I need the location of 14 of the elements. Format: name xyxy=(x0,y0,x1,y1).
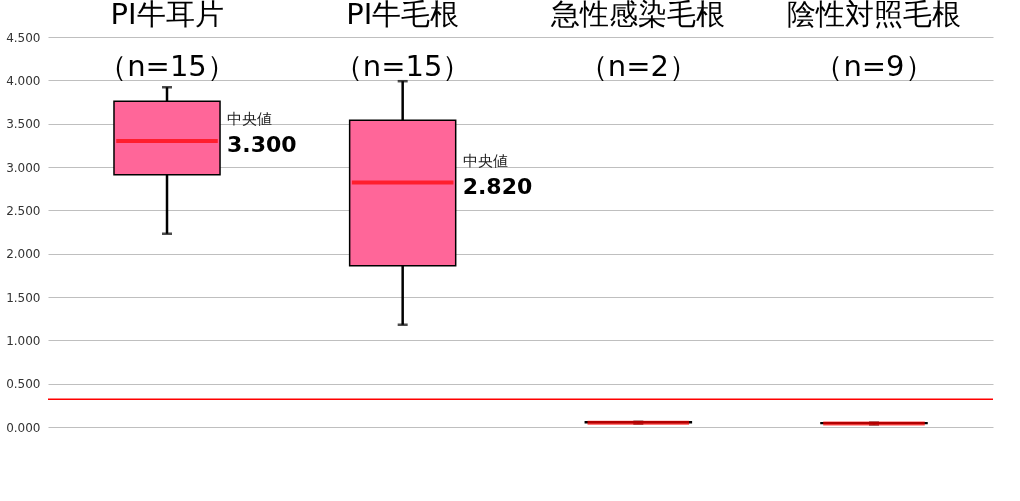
y-tick-label: 1.500 xyxy=(6,290,41,305)
y-tick-label: 0.000 xyxy=(6,420,41,435)
x-tick-label: PI牛毛根（n=15） xyxy=(333,0,472,83)
annotation: 中央値 2.820 xyxy=(462,151,533,199)
x-tick-label: PI牛耳片（n=15） xyxy=(98,0,236,83)
y-tick-label: 2.000 xyxy=(6,247,41,262)
y-tick-label: 0.500 xyxy=(6,377,41,392)
y-tick-label: 4.000 xyxy=(6,73,41,88)
y-tick-label: 3.500 xyxy=(6,117,41,132)
annotation: 中央値 3.300 xyxy=(227,110,297,157)
y-tick-label: 4.500 xyxy=(6,30,41,45)
y-tick-label: 2.500 xyxy=(6,203,41,218)
y-tick-label: 3.000 xyxy=(6,160,41,175)
y-tick-label: 1.000 xyxy=(6,333,41,348)
